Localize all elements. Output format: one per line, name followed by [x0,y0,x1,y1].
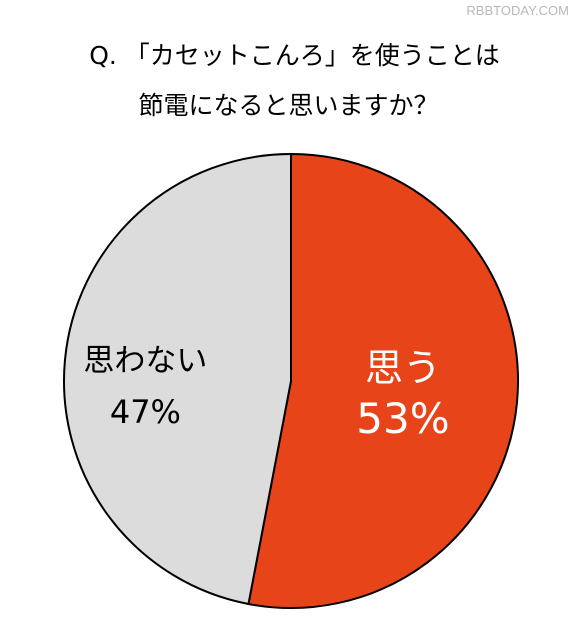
pie-slices [63,152,519,609]
slice-label-no: 思わない [83,343,207,379]
slice-value-yes: 53% [356,394,449,443]
watermark: RBBTODAY.COM [466,3,569,18]
question-title-line-1: Q. 「カセットこんろ」を使うことは [89,41,500,70]
slice-label-yes: 思う [365,346,441,390]
question-title-line-2: 節電になると思いますか？ [138,91,439,120]
pie-slice-no [63,152,292,606]
slice-value-no: 47% [110,393,181,431]
pie-slice-yes [247,152,519,609]
